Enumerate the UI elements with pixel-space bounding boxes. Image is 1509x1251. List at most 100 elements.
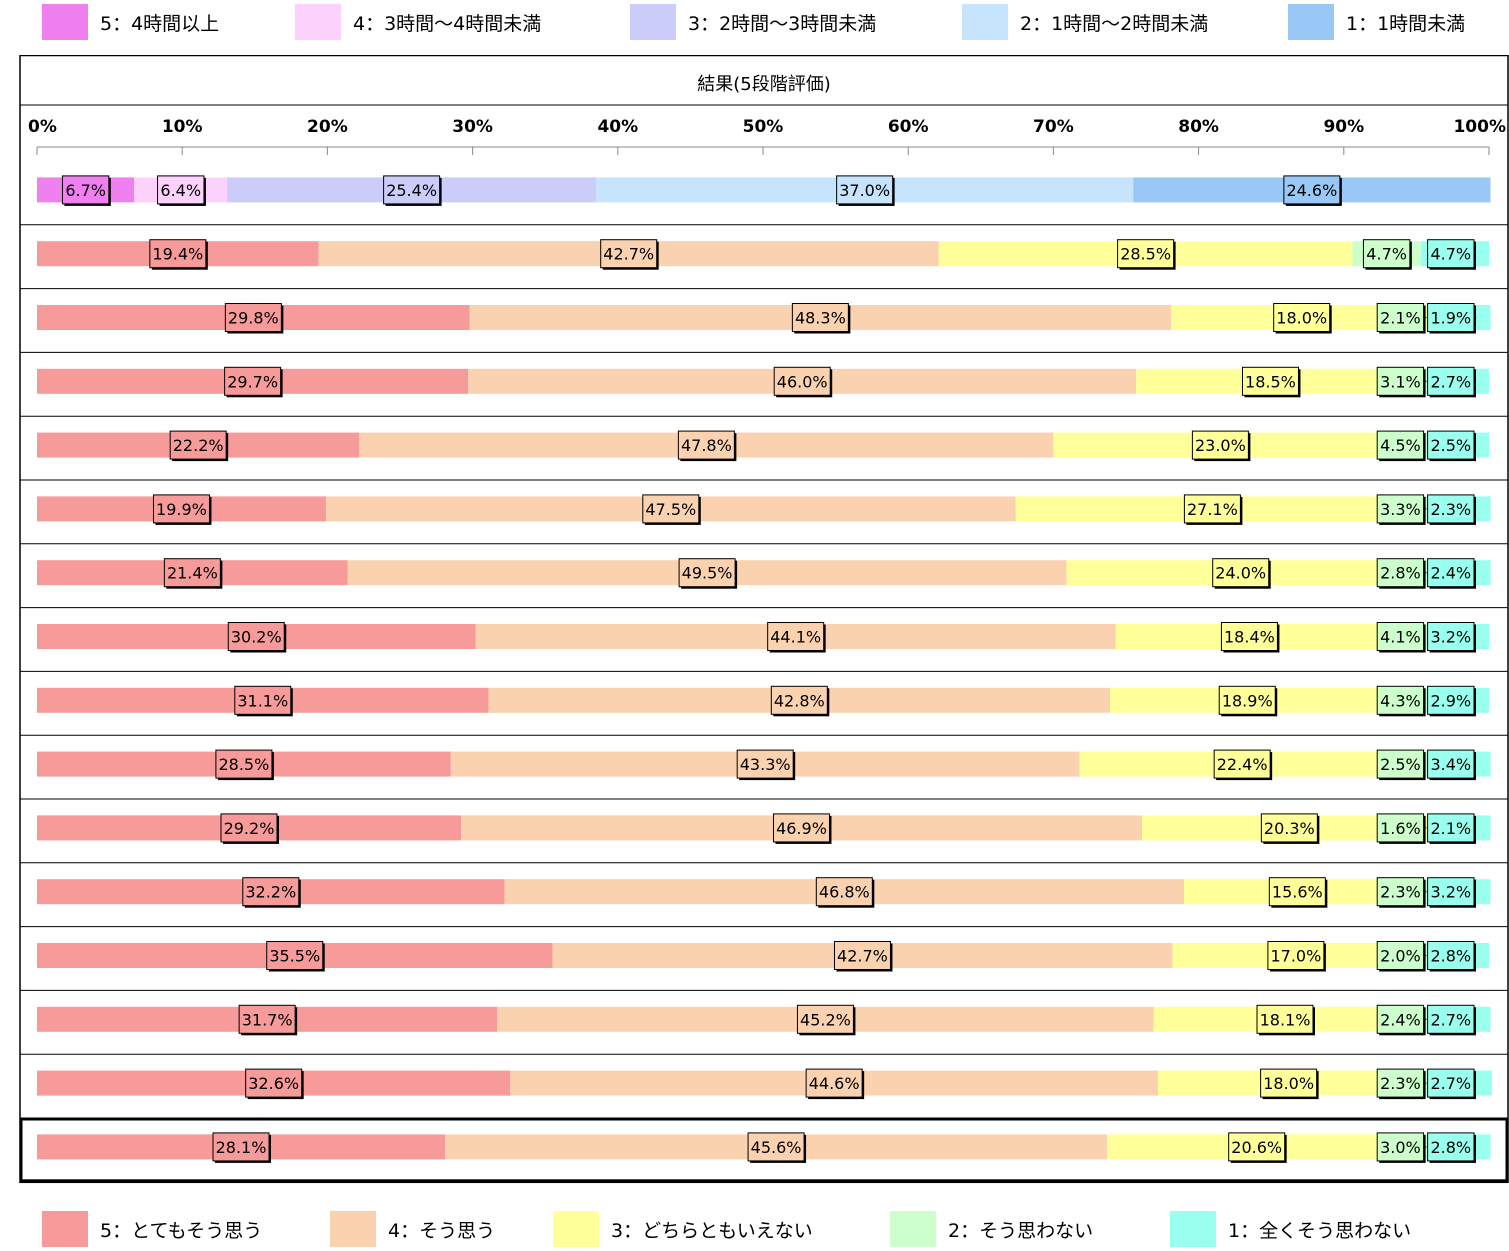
data-label: 20.3%: [1264, 819, 1315, 838]
data-label: 44.1%: [770, 628, 821, 647]
data-label-box: [1260, 813, 1318, 843]
data-label: 45.6%: [751, 1138, 802, 1157]
data-label: 24.0%: [1215, 564, 1266, 583]
chart-row: 32.2% 46.8% 15.6% 2.3% 3.2%: [20, 862, 1508, 908]
data-label: 46.9%: [776, 819, 827, 838]
data-label-box: [1183, 494, 1241, 524]
data-label: 2.0%: [1380, 947, 1421, 966]
data-label: 4.1%: [1380, 628, 1421, 647]
data-label-box: [642, 494, 700, 524]
legend-swatch: [295, 4, 341, 40]
data-label-box: [1376, 1132, 1425, 1162]
data-label: 43.3%: [740, 755, 791, 774]
legend-swatch: [890, 1211, 936, 1247]
data-label: 4.5%: [1380, 436, 1421, 455]
data-label: 19.4%: [152, 245, 203, 264]
data-label-box: [1220, 622, 1278, 651]
legend-item-top-1: 1：1時間未満: [1288, 0, 1465, 44]
data-label-box: [238, 1004, 296, 1034]
data-label: 32.2%: [245, 883, 296, 902]
data-label-box: [224, 366, 282, 396]
chart-row: 28.1% 45.6% 20.6% 3.0% 2.8%: [19, 1117, 1509, 1183]
x-axis: 0% 10% 20% 30% 40% 50% 60% 70% 80% 90% 100%: [28, 117, 1506, 155]
data-label-box: [149, 239, 207, 269]
stacked-bar-chart: 結果(5段階評価) 0% 10% 20% 30% 40% 50% 60% 70% 80% 90% 1…: [19, 55, 1509, 1184]
data-label: 17.0%: [1270, 947, 1321, 966]
data-label: 28.5%: [218, 755, 269, 774]
data-label: 18.1%: [1260, 1010, 1311, 1029]
data-label: 22.2%: [173, 436, 224, 455]
data-label: 3.2%: [1430, 628, 1471, 647]
data-label-box: [600, 239, 658, 269]
data-label-box: [1427, 877, 1475, 907]
data-label: 44.6%: [809, 1074, 860, 1093]
data-label: 45.2%: [800, 1010, 851, 1029]
data-label-box: [1273, 303, 1331, 332]
data-label: 49.5%: [682, 564, 733, 583]
data-label: 2.7%: [1430, 1074, 1471, 1093]
data-label: 20.6%: [1231, 1138, 1282, 1157]
data-label-box: [152, 494, 210, 524]
data-label-box: [1228, 1132, 1286, 1162]
data-label: 19.9%: [156, 500, 207, 519]
chart-row: 30.2% 44.1% 18.4% 4.1% 3.2%: [20, 607, 1508, 653]
x-tick-label: 30%: [452, 117, 493, 137]
data-label-box: [1117, 239, 1175, 269]
data-label: 18.5%: [1245, 372, 1296, 391]
chart-row: 21.4% 49.5% 24.0% 2.8% 2.4%: [20, 543, 1508, 589]
data-label-box: [1427, 749, 1475, 779]
data-label-box: [770, 685, 828, 715]
data-label-box: [1376, 813, 1425, 843]
data-label-box: [163, 558, 221, 588]
data-label: 2.1%: [1430, 819, 1471, 838]
legend-label: 5：とてもそう思う: [100, 1219, 263, 1242]
bottom-legend: 5：とてもそう思う 4：そう思う 3：どちらともいえない 2：そう思わない 1：…: [0, 1207, 1509, 1251]
data-label-box: [1283, 175, 1341, 205]
data-label-box: [1376, 941, 1425, 970]
data-label-box: [767, 622, 825, 651]
data-label: 42.7%: [837, 947, 888, 966]
data-label: 2.8%: [1380, 564, 1421, 583]
data-label: 47.8%: [681, 436, 732, 455]
legend-label: 1：全くそう思わない: [1228, 1219, 1412, 1242]
data-label-box: [227, 622, 285, 651]
data-label: 29.7%: [227, 372, 278, 391]
data-label: 23.0%: [1195, 436, 1246, 455]
data-label-box: [815, 877, 873, 907]
data-label-box: [1260, 1068, 1318, 1098]
data-label-box: [1213, 749, 1271, 779]
legend-item-bottom-4: 4：そう思う: [330, 1207, 495, 1251]
data-label-box: [215, 749, 273, 779]
data-label-box: [796, 1004, 854, 1034]
x-tick-label: 70%: [1033, 117, 1074, 137]
x-tick-label: 80%: [1178, 117, 1219, 137]
data-label: 30.2%: [231, 628, 282, 647]
chart-row: 31.7% 45.2% 18.1% 2.4% 2.7%: [20, 989, 1508, 1036]
data-label-box: [1376, 685, 1425, 715]
data-label: 3.3%: [1380, 500, 1421, 519]
data-label: 2.3%: [1430, 500, 1471, 519]
data-label: 21.4%: [167, 564, 218, 583]
data-label: 2.8%: [1430, 947, 1471, 966]
data-label: 31.1%: [237, 691, 288, 710]
x-tick-label: 60%: [888, 117, 929, 137]
data-label: 2.8%: [1430, 1138, 1471, 1157]
data-label-box: [266, 941, 324, 970]
data-label-box: [1427, 366, 1475, 396]
data-label: 48.3%: [795, 309, 846, 328]
legend-label: 2：そう思わない: [948, 1219, 1094, 1242]
data-label: 1.6%: [1380, 819, 1421, 838]
legend-item-bottom-3: 3：どちらともいえない: [553, 1207, 813, 1251]
legend-item-top-2: 2：1時間～2時間未満: [962, 0, 1208, 44]
data-label-box: [220, 813, 278, 843]
data-label-box: [1376, 558, 1425, 588]
data-label: 32.6%: [248, 1074, 299, 1093]
data-label: 2.4%: [1430, 564, 1471, 583]
data-label-box: [1427, 813, 1475, 843]
data-label-box: [1256, 1004, 1314, 1034]
data-label-box: [1241, 366, 1299, 396]
legend-label: 3：2時間～3時間未満: [688, 12, 877, 35]
data-label: 4.7%: [1366, 245, 1407, 264]
data-label-box: [1427, 494, 1475, 524]
legend-swatch: [42, 4, 88, 40]
